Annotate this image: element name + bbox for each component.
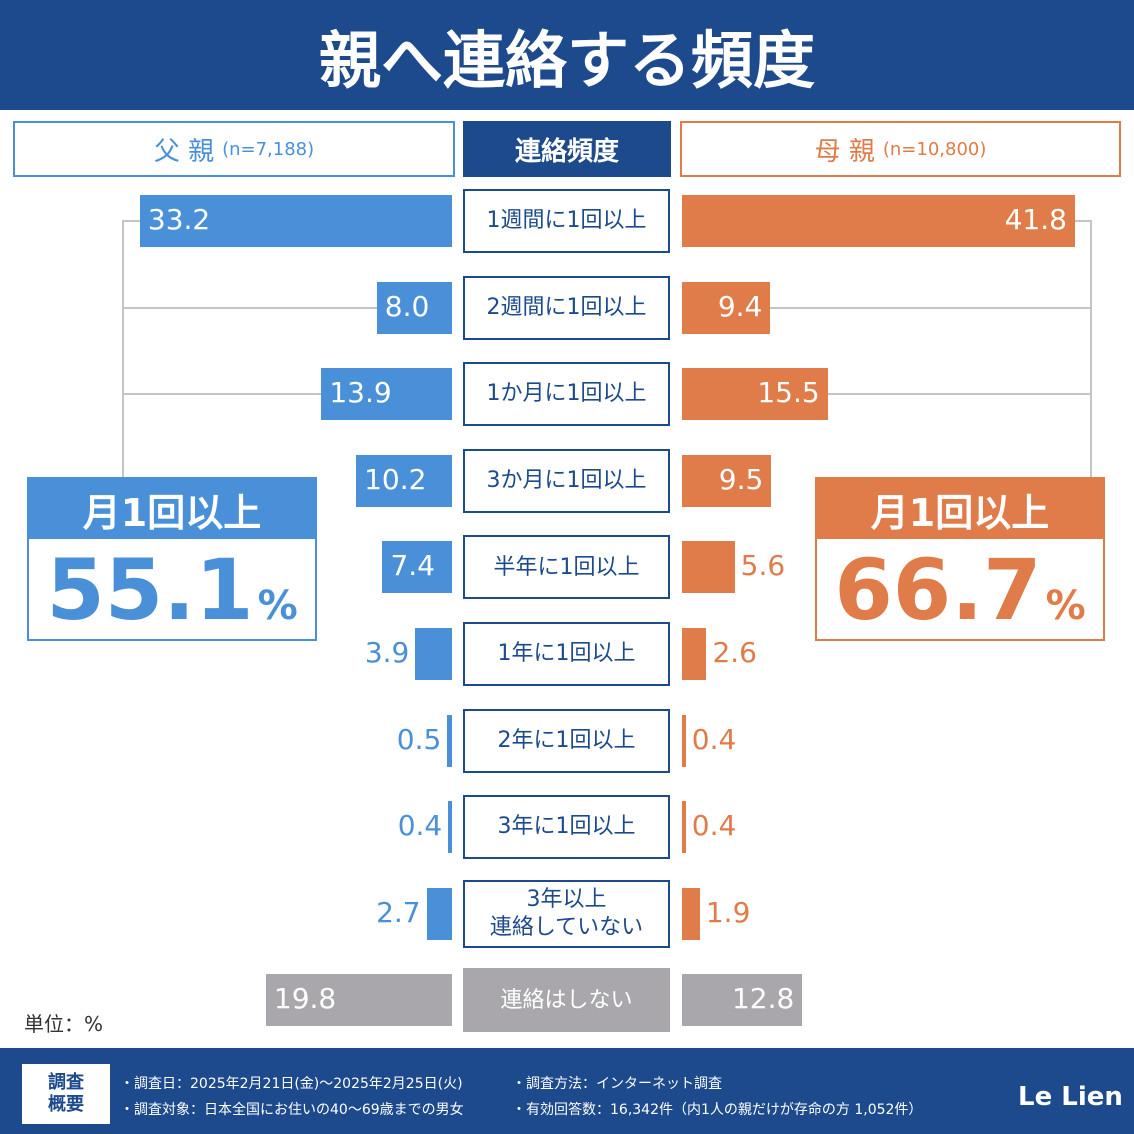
bar [139,195,452,247]
value-label: 2.7 [376,895,421,929]
bar [415,628,452,680]
connector [122,220,142,222]
footer-item: ・有効回答数：16,342件（内1人の親だけが存命の方 1,052件） [512,1102,923,1118]
bar [265,974,452,1027]
connector [1074,220,1092,222]
connector [828,393,1092,395]
value-label: 9.5 [718,462,764,496]
connector [1090,220,1092,477]
summary-value: 66.7 [834,541,1042,639]
logo: Le Lien [1018,1082,1123,1112]
category-label: 3年に1回以上 [463,795,670,860]
father-header: 父 親 (n=7,188) [13,121,455,177]
summary-value-row: 66.7% [817,541,1103,639]
bar [321,368,452,421]
bar [356,454,452,507]
value-label: 0.4 [397,809,443,843]
series-name: 父 親 [153,136,215,167]
sample-size: (n=10,800) [882,138,987,160]
series-name: 母 親 [814,136,875,167]
value-label: 19.8 [273,982,337,1016]
footer-item: ・調査方法：インターネット調査 [512,1076,722,1092]
summary-box: 月1回以上 66.7% [815,477,1105,641]
value-label: 0.4 [691,722,737,756]
footer-label: 調査 概要 [22,1064,110,1124]
center-header: 連絡頻度 [463,121,671,177]
category-label: 半年に1回以上 [463,535,670,600]
bar [682,368,828,421]
summary-box: 月1回以上 55.1% [27,477,317,641]
bar [447,714,452,767]
bar [382,541,452,594]
connector [122,220,124,477]
summary-unit: % [257,583,298,629]
value-label: 9.4 [717,289,763,323]
category-label: 2週間に1回以上 [463,275,670,340]
bar [682,454,772,507]
value-label: 33.2 [147,203,211,236]
category-label: 1年に1回以上 [463,622,670,686]
value-label: 8.0 [384,289,430,323]
summary-value: 55.1 [46,541,254,639]
bar [682,541,735,594]
category-label: 3年以上 連絡していない [463,879,670,948]
bar [682,887,700,940]
value-label: 15.5 [757,376,820,410]
bar [376,281,452,334]
bar [682,801,686,854]
bar [682,281,771,334]
mother-header: 母 親 (n=10,800) [680,121,1121,177]
sample-size: (n=7,188) [222,138,315,160]
title: 親へ連絡する頻度 [0,0,1134,110]
footer-item: ・調査日：2025年2月21日(金)～2025年2月25日(火) [120,1076,463,1092]
unit-note: 単位：% [24,1012,104,1036]
bar [448,801,452,854]
connector [770,307,1092,309]
category-label: 2年に1回以上 [463,708,670,773]
value-label: 5.6 [740,549,786,583]
bar [426,887,452,940]
summary-value-row: 55.1% [29,541,315,639]
summary-label: 月1回以上 [29,479,315,539]
value-label: 1.9 [705,895,751,929]
summary-unit: % [1045,583,1086,629]
value-label: 41.8 [1004,203,1067,236]
category-label: 1か月に1回以上 [463,362,670,427]
summary-label: 月1回以上 [817,479,1103,539]
connector [122,307,378,309]
value-label: 10.2 [364,462,427,496]
value-label: 3.9 [364,636,410,669]
footer-item: ・調査対象：日本全国にお住いの40～69歳までの男女 [120,1102,464,1118]
bar [682,714,686,767]
category-label: 1週間に1回以上 [463,189,670,253]
bar [682,974,803,1027]
connector [122,393,322,395]
bar [682,195,1075,247]
category-label: 3か月に1回以上 [463,448,670,513]
value-label: 13.9 [329,376,392,410]
bar [682,628,707,680]
value-label: 2.6 [712,636,757,669]
value-label: 0.4 [691,809,737,843]
category-label: 連絡はしない [463,968,670,1033]
value-label: 12.8 [731,982,795,1016]
value-label: 7.4 [390,549,435,583]
value-label: 0.5 [396,722,442,756]
footer: 調査 概要 ・調査日：2025年2月21日(金)～2025年2月25日(火) ・… [0,1048,1134,1134]
